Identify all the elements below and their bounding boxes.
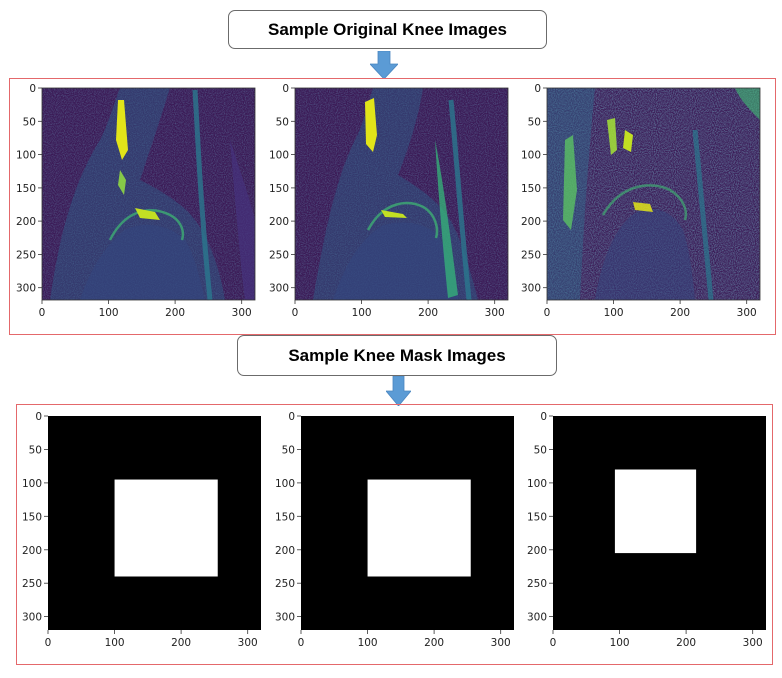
down-arrow-icon <box>386 376 411 406</box>
x-tick-label: 0 <box>292 307 299 319</box>
y-tick-label: 250 <box>275 578 295 590</box>
mask-region <box>367 479 471 577</box>
y-tick-label: 200 <box>22 545 42 557</box>
x-tick-label: 100 <box>105 637 125 649</box>
x-tick-label: 100 <box>610 637 630 649</box>
y-tick-label: 300 <box>16 283 36 295</box>
down-arrow-icon <box>370 51 398 79</box>
x-tick-label: 100 <box>99 307 119 319</box>
y-tick-label: 50 <box>23 116 36 128</box>
y-tick-label: 200 <box>275 545 295 557</box>
y-tick-label: 0 <box>282 83 289 95</box>
y-tick-label: 100 <box>275 478 295 490</box>
y-tick-label: 250 <box>527 578 547 590</box>
mask-image-3 <box>553 416 766 630</box>
x-tick-label: 100 <box>358 637 378 649</box>
y-tick-label: 50 <box>528 116 541 128</box>
x-tick-label: 200 <box>424 637 444 649</box>
original-images-frame <box>9 78 776 335</box>
x-tick-label: 300 <box>238 637 258 649</box>
original-image-plot-3: 0 50 100 150 200 250 300 0 100 200 300 <box>521 83 761 319</box>
y-tick-label: 150 <box>521 183 541 195</box>
mask-images-header-label: Sample Knee Mask Images <box>288 345 506 365</box>
y-tick-label: 0 <box>29 83 36 95</box>
original-image-plot-2: 0 50 100 150 200 250 300 0 100 200 300 <box>269 83 509 319</box>
original-images-header: Sample Original Knee Images <box>228 10 547 49</box>
y-tick-label: 50 <box>276 116 289 128</box>
mask-axes-2: 0 50 100 150 200 250 300 0 100 200 300 <box>275 411 511 649</box>
y-tick-label: 250 <box>269 249 289 261</box>
mri-axes-2: 0 50 100 150 200 250 300 0 100 200 300 <box>269 83 509 319</box>
y-tick-label: 0 <box>35 411 42 423</box>
y-tick-label: 200 <box>16 216 36 228</box>
original-images-header-label: Sample Original Knee Images <box>267 19 508 39</box>
mask-image-plot-1: 0 50 100 150 200 250 300 0 100 200 300 <box>22 411 261 649</box>
x-tick-label: 200 <box>418 307 438 319</box>
x-tick-label: 0 <box>39 307 46 319</box>
y-tick-label: 100 <box>16 150 36 162</box>
mask-image-plot-3: 0 50 100 150 200 250 300 0 100 200 300 <box>527 411 766 649</box>
y-tick-label: 300 <box>275 612 295 624</box>
mask-image-2 <box>301 416 514 630</box>
y-tick-label: 200 <box>521 216 541 228</box>
y-tick-label: 150 <box>275 511 295 523</box>
y-tick-label: 100 <box>22 478 42 490</box>
x-tick-label: 300 <box>743 637 763 649</box>
mri-image-3 <box>547 88 760 301</box>
mri-image-2 <box>295 88 508 301</box>
y-tick-label: 200 <box>269 216 289 228</box>
y-tick-label: 150 <box>16 183 36 195</box>
y-tick-label: 250 <box>22 578 42 590</box>
y-tick-label: 300 <box>521 283 541 295</box>
x-tick-label: 0 <box>45 637 52 649</box>
y-tick-label: 150 <box>22 511 42 523</box>
mask-axes-1: 0 50 100 150 200 250 300 0 100 200 300 <box>22 411 258 649</box>
mask-images-frame <box>16 404 773 665</box>
y-tick-label: 100 <box>527 478 547 490</box>
mask-image-plot-2: 0 50 100 150 200 250 300 0 100 200 300 <box>275 411 514 649</box>
x-tick-label: 200 <box>676 637 696 649</box>
mask-axes-3: 0 50 100 150 200 250 300 0 100 200 300 <box>527 411 763 649</box>
y-tick-label: 0 <box>534 83 541 95</box>
mask-region <box>614 469 697 554</box>
y-tick-label: 300 <box>527 612 547 624</box>
y-tick-label: 50 <box>282 444 295 456</box>
y-tick-label: 50 <box>29 444 42 456</box>
y-tick-label: 50 <box>534 444 547 456</box>
x-tick-label: 0 <box>550 637 557 649</box>
mri-image-1 <box>42 88 255 301</box>
y-tick-label: 0 <box>540 411 547 423</box>
mask-region <box>114 479 218 577</box>
x-tick-label: 300 <box>737 307 757 319</box>
x-tick-label: 100 <box>604 307 624 319</box>
x-tick-label: 200 <box>165 307 185 319</box>
x-tick-label: 200 <box>670 307 690 319</box>
mri-axes-1: 0 50 100 150 200 250 300 0 100 200 300 <box>16 83 256 319</box>
x-tick-label: 0 <box>298 637 305 649</box>
x-tick-label: 100 <box>352 307 372 319</box>
x-tick-label: 300 <box>232 307 252 319</box>
y-tick-label: 200 <box>527 545 547 557</box>
x-tick-label: 300 <box>485 307 505 319</box>
y-tick-label: 100 <box>521 150 541 162</box>
y-tick-label: 100 <box>269 150 289 162</box>
x-tick-label: 200 <box>171 637 191 649</box>
x-tick-label: 0 <box>544 307 551 319</box>
y-tick-label: 300 <box>22 612 42 624</box>
y-tick-label: 300 <box>269 283 289 295</box>
y-tick-label: 150 <box>269 183 289 195</box>
y-tick-label: 250 <box>16 249 36 261</box>
original-image-plot-1: 0 50 100 150 200 250 300 0 100 200 300 <box>16 83 256 319</box>
mask-images-header: Sample Knee Mask Images <box>237 335 557 376</box>
y-tick-label: 250 <box>521 249 541 261</box>
mask-image-1 <box>48 416 261 630</box>
y-tick-label: 0 <box>288 411 295 423</box>
y-tick-label: 150 <box>527 511 547 523</box>
x-tick-label: 300 <box>491 637 511 649</box>
mri-axes-3: 0 50 100 150 200 250 300 0 100 200 300 <box>521 83 761 319</box>
